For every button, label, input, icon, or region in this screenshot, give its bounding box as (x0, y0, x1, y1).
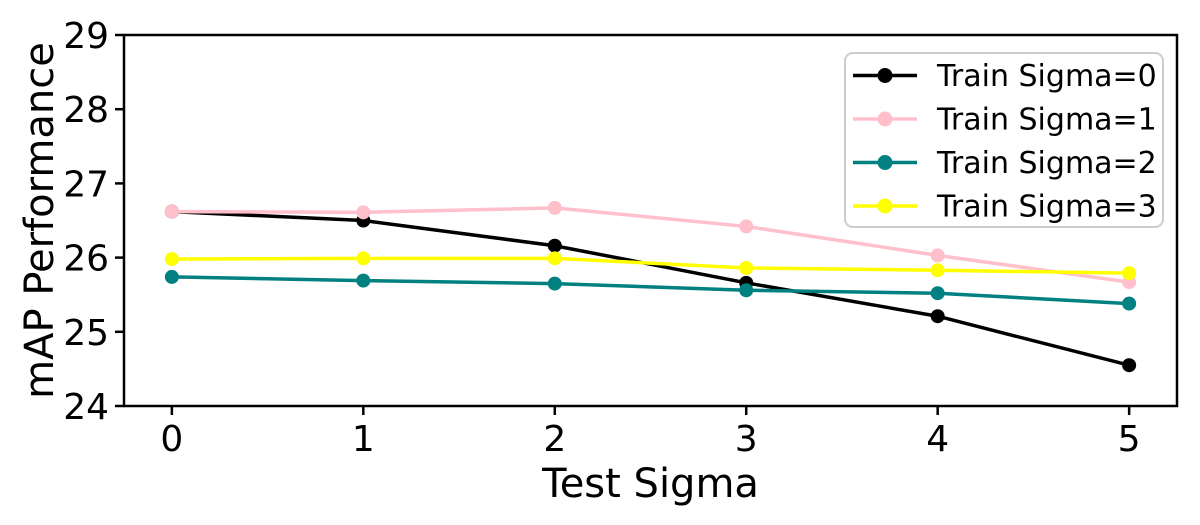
x-tick-label: 0 (160, 419, 183, 460)
data-point-train-sigma-1 (930, 248, 945, 263)
x-tick-label: 4 (926, 419, 949, 460)
data-point-train-sigma-3 (547, 251, 562, 266)
y-tick-label: 29 (63, 16, 109, 57)
series-line-train-sigma-1 (171, 206, 1130, 284)
series-line-train-sigma-3 (171, 256, 1130, 275)
y-axis-label: mAP Performance (17, 42, 63, 399)
data-point-train-sigma-2 (356, 273, 371, 288)
data-point-train-sigma-3 (930, 263, 945, 278)
x-axis-label: Test Sigma (541, 461, 759, 507)
data-point-train-sigma-1 (164, 204, 179, 219)
data-point-train-sigma-3 (164, 252, 179, 267)
axes-frame: 0 1 2 3 4 5 24 25 26 27 28 29 (63, 16, 1179, 460)
data-point-train-sigma-3 (1122, 266, 1137, 281)
x-tick-label: 2 (543, 419, 566, 460)
data-point-train-sigma-1 (356, 205, 371, 220)
legend-label-train-sigma-1: Train Sigma=1 (936, 103, 1157, 138)
legend-label-train-sigma-0: Train Sigma=0 (936, 59, 1157, 94)
y-tick-label: 24 (63, 387, 109, 428)
legend: Train Sigma=0 Train Sigma=1 Train Sigma=2 T… (844, 52, 1164, 228)
axes-spines (122, 33, 1179, 408)
x-tick-label: 5 (1118, 419, 1141, 460)
data-point-train-sigma-2 (739, 283, 754, 298)
legend-marker-train-sigma-0 (877, 68, 893, 83)
data-point-train-sigma-3 (739, 260, 754, 275)
legend-marker-train-sigma-3 (877, 198, 893, 214)
y-tick-label: 27 (63, 164, 109, 205)
legend-label-train-sigma-2: Train Sigma=2 (936, 146, 1157, 181)
x-tick-label: 3 (735, 419, 758, 460)
legend-marker-train-sigma-1 (877, 111, 893, 127)
data-point-train-sigma-0 (930, 309, 945, 324)
data-point-train-sigma-3 (356, 251, 371, 266)
data-point-train-sigma-2 (164, 269, 179, 284)
data-point-train-sigma-1 (547, 200, 562, 215)
data-point-train-sigma-2 (930, 286, 945, 301)
legend-box (844, 52, 1164, 228)
x-tick-label: 1 (352, 419, 375, 460)
legend-marker-train-sigma-2 (877, 155, 893, 170)
data-point-train-sigma-0 (547, 238, 562, 253)
series-line-train-sigma-2 (171, 275, 1130, 306)
data-point-train-sigma-2 (1122, 296, 1137, 311)
y-tick-label: 25 (63, 313, 109, 354)
y-tick-label: 28 (63, 90, 109, 131)
data-point-train-sigma-1 (739, 219, 754, 234)
data-point-train-sigma-0 (1122, 358, 1137, 373)
plot-area (164, 200, 1137, 373)
y-tick-label: 26 (63, 239, 109, 280)
data-point-train-sigma-2 (547, 276, 562, 291)
legend-label-train-sigma-3: Train Sigma=3 (936, 190, 1157, 225)
